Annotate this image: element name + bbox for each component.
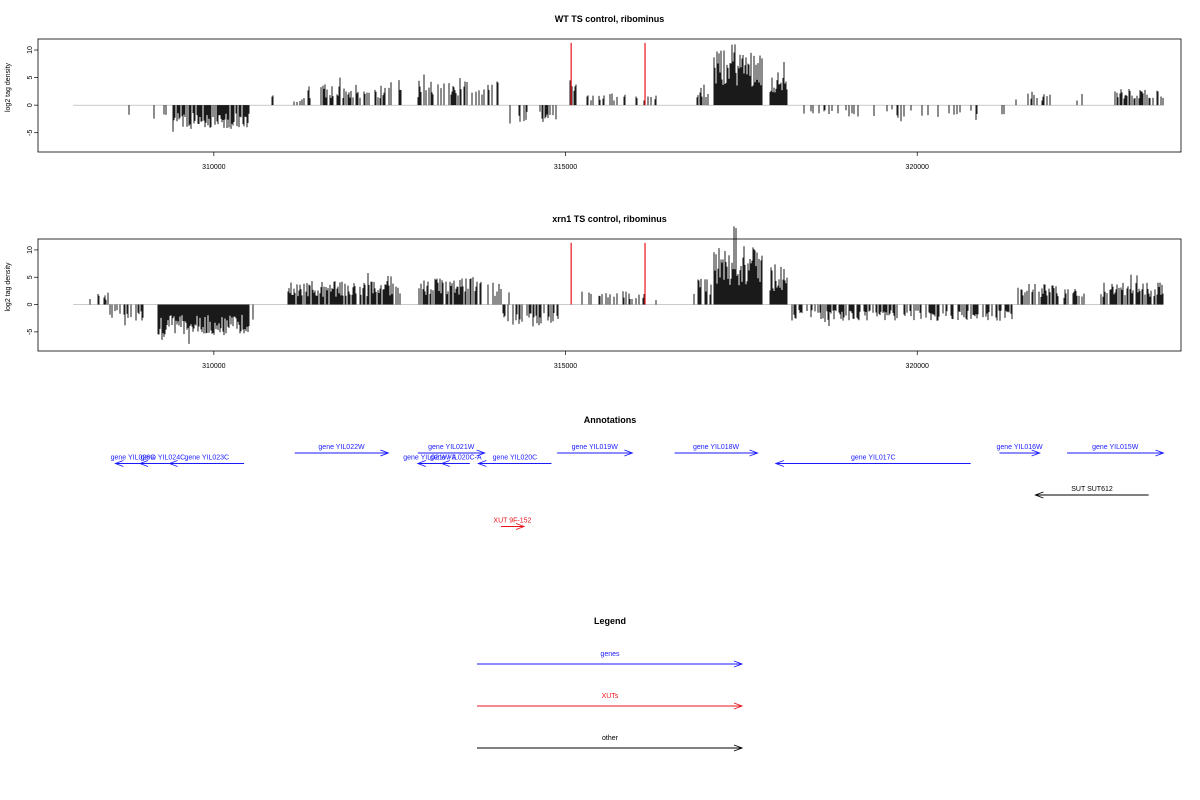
feature-label: SUT SUT612 — [1071, 486, 1113, 493]
feature-arrow-head — [114, 460, 124, 467]
feature-arrow-head — [476, 449, 486, 457]
feature-label: gene YIL022W — [318, 444, 365, 451]
feature-arrow-head — [416, 460, 426, 467]
x-tick-label: 310000 — [202, 164, 225, 171]
feature-arrow-head — [1031, 449, 1041, 457]
feature-label: gene YIL020C-A — [430, 455, 482, 462]
y-tick-label: 10 — [27, 246, 34, 254]
annotation-feature: gene YIL021W — [417, 444, 486, 457]
track-title: xrn1 TS control, ribominus — [552, 214, 667, 224]
annotation-feature: gene YIL018W — [674, 444, 759, 457]
feature-label: gene YIL026C — [111, 455, 156, 462]
x-tick-label: 310000 — [202, 363, 225, 370]
y-axis-label: log2 tag density — [5, 262, 12, 312]
legend-entry: other — [477, 735, 744, 752]
feature-arrow-head — [477, 460, 487, 467]
y-tick-label: -5 — [27, 129, 34, 135]
y-tick-label: 5 — [27, 275, 34, 279]
annotation-feature: gene YIL020C-A — [430, 455, 482, 467]
annotation-feature: gene YIL019W — [557, 444, 634, 457]
feature-arrow-head — [1155, 449, 1165, 457]
y-axis-label: log2 tag density — [5, 62, 12, 112]
feature-label: gene YIL020C — [493, 455, 538, 462]
x-tick-label: 320000 — [906, 363, 929, 370]
x-tick-label: 315000 — [554, 164, 577, 171]
legend-arrow-head — [733, 744, 744, 752]
legend-entry: XUTs — [477, 693, 744, 710]
feature-label: gene YIL024C — [141, 455, 186, 462]
feature-label: gene YIL016W — [996, 444, 1043, 451]
annotation-feature: gene YIL017C — [774, 455, 971, 467]
legend-label: other — [602, 735, 619, 742]
track-title: WT TS control, ribominus — [555, 14, 665, 24]
legend-label: XUTs — [602, 693, 619, 700]
y-tick-label: -5 — [27, 329, 34, 335]
feature-label: gene YIL019W — [572, 444, 619, 451]
legend-arrow-head — [733, 702, 744, 710]
y-tick-label: 10 — [27, 46, 34, 54]
signal-bars — [128, 44, 1164, 132]
track-panel-1: WT TS control, ribominus -5 0 5 10 log2 tag d… — [5, 14, 1182, 171]
signal-bars — [89, 226, 1164, 344]
annotation-feature: gene YIL022W — [294, 444, 390, 457]
plot-frame — [37, 38, 1182, 153]
y-tick-label: 5 — [27, 76, 34, 80]
annotation-feature: gene YIL016W — [996, 444, 1043, 457]
feature-label: gene YIL018W — [693, 444, 740, 451]
annotation-feature: XUT 9F-152 — [493, 518, 532, 530]
feature-label: gene YIL017C — [851, 455, 896, 462]
y-tick-label: 0 — [27, 303, 34, 307]
annotations-title: Annotations — [584, 415, 637, 425]
annotation-feature: gene YIL015W — [1067, 444, 1165, 457]
feature-label: gene YIL021W — [428, 444, 475, 451]
x-tick-label: 315000 — [554, 363, 577, 370]
annotation-feature: SUT SUT612 — [1034, 486, 1149, 499]
legend-arrow-head — [733, 660, 744, 668]
feature-arrow-head — [624, 449, 634, 457]
legend-panel: Legend genes XUTs other — [477, 616, 744, 752]
feature-arrow-head — [168, 460, 178, 467]
feature-label: gene YIL023C — [184, 455, 229, 462]
feature-arrow-head — [380, 449, 390, 457]
feature-arrow-head — [440, 460, 450, 467]
feature-arrow-head — [1034, 491, 1044, 499]
feature-label: gene YIL021W-A — [403, 455, 456, 462]
annotation-feature: gene YIL023C — [168, 455, 245, 467]
legend-entry: genes — [477, 651, 744, 668]
x-tick-label: 320000 — [906, 164, 929, 171]
track-panel-2: xrn1 TS control, ribominus -5 0 5 10 log2 tag… — [5, 214, 1182, 370]
legend-title: Legend — [594, 616, 626, 626]
feature-arrow-head — [515, 523, 526, 530]
annotation-feature: gene YIL021W-A — [403, 455, 457, 467]
feature-label: XUT 9F-152 — [493, 518, 531, 525]
plot-frame — [37, 238, 1182, 352]
feature-arrow-head — [749, 449, 759, 457]
feature-arrow-head — [138, 460, 149, 467]
annotation-feature: gene YIL020C — [477, 455, 552, 467]
feature-label: gene YIL015W — [1092, 444, 1139, 451]
feature-arrow-head — [774, 460, 785, 467]
y-tick-label: 0 — [27, 103, 34, 107]
legend-label: genes — [600, 651, 620, 658]
